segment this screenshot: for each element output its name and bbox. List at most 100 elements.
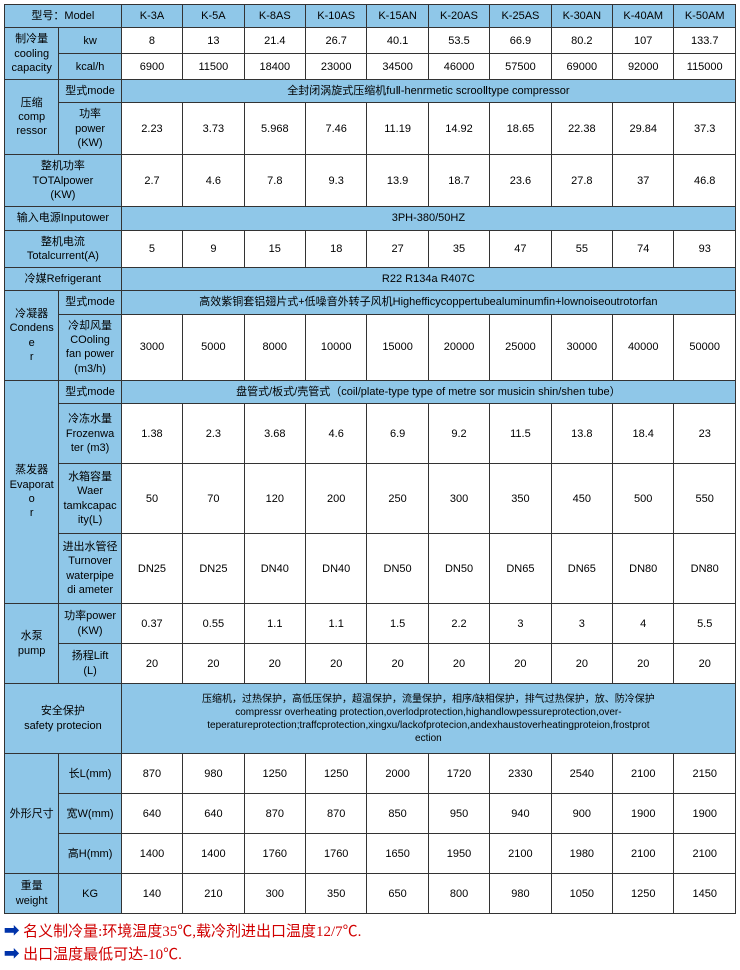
- data-cell: 50000: [674, 314, 736, 380]
- data-cell: 69000: [551, 54, 612, 80]
- data-cell: 1.1: [244, 604, 305, 644]
- data-cell: 120: [244, 464, 305, 534]
- spec-table: 型号：Model K-3A K-5A K-8AS K-10AS K-15AN K…: [4, 4, 736, 914]
- data-cell: 21.4: [244, 28, 305, 54]
- data-cell: DN25: [121, 534, 182, 604]
- data-cell: 7.8: [244, 155, 305, 207]
- model-col: K-5A: [183, 5, 244, 28]
- data-cell: 18400: [244, 54, 305, 80]
- data-cell: 210: [183, 874, 244, 914]
- pipe-dia-label: 进出水管径Turnoverwaterpipedi ameter: [59, 534, 121, 604]
- data-cell: DN25: [183, 534, 244, 604]
- data-cell: 20: [244, 644, 305, 684]
- data-cell: 27: [367, 230, 428, 268]
- data-cell: 1980: [551, 834, 612, 874]
- evap-mode: 盘管式/板式/壳管式（coil/plate-type type of metre…: [121, 380, 735, 403]
- mode-label: 型式mode: [59, 380, 121, 403]
- data-cell: DN65: [551, 534, 612, 604]
- data-cell: 2150: [674, 754, 736, 794]
- data-cell: 37.3: [674, 103, 736, 155]
- model-col: K-15AN: [367, 5, 428, 28]
- data-cell: 140: [121, 874, 182, 914]
- data-cell: 46000: [428, 54, 489, 80]
- data-cell: 34500: [367, 54, 428, 80]
- data-cell: 35: [428, 230, 489, 268]
- data-cell: 20: [183, 644, 244, 684]
- data-cell: 5.5: [674, 604, 736, 644]
- data-cell: 133.7: [674, 28, 736, 54]
- data-cell: 1400: [183, 834, 244, 874]
- data-cell: 870: [244, 794, 305, 834]
- data-cell: 2.7: [121, 155, 182, 207]
- refrigerant-value: R22 R134a R407C: [121, 268, 735, 291]
- data-cell: 550: [674, 464, 736, 534]
- footer-line-1: 名义制冷量:环境温度35℃,载冷剂进出口温度12/7℃.: [23, 920, 361, 941]
- safety-value: 压缩机，过热保护，高低压保护，超温保护，流量保护，相序/缺相保护，排气过热保护，…: [121, 684, 735, 754]
- data-cell: 980: [183, 754, 244, 794]
- data-cell: DN40: [244, 534, 305, 604]
- data-cell: 47: [490, 230, 551, 268]
- data-cell: 3: [490, 604, 551, 644]
- data-cell: 5.968: [244, 103, 305, 155]
- data-cell: 4.6: [183, 155, 244, 207]
- data-cell: 53.5: [428, 28, 489, 54]
- data-cell: 1900: [674, 794, 736, 834]
- safety-label: 安全保护safety protecion: [5, 684, 122, 754]
- data-cell: 20: [428, 644, 489, 684]
- model-col: K-50AM: [674, 5, 736, 28]
- input-power-label: 输入电源Inputower: [5, 207, 122, 230]
- data-cell: 1760: [244, 834, 305, 874]
- data-cell: 1.38: [121, 404, 182, 464]
- data-cell: 2540: [551, 754, 612, 794]
- total-power-label: 整机功率TOTAlpower(KW): [5, 155, 122, 207]
- data-cell: 0.37: [121, 604, 182, 644]
- arrow-icon: ➡: [4, 920, 19, 941]
- length-label: 长L(mm): [59, 754, 121, 794]
- data-cell: 6.9: [367, 404, 428, 464]
- lift-label: 扬程Lift(L): [59, 644, 121, 684]
- data-cell: 26.7: [306, 28, 367, 54]
- data-cell: 15: [244, 230, 305, 268]
- dimensions-label: 外形尺寸: [5, 754, 59, 874]
- data-cell: 1900: [613, 794, 674, 834]
- data-cell: 27.8: [551, 155, 612, 207]
- data-cell: 300: [428, 464, 489, 534]
- cooling-cap-label: 制冷量coolingcapacity: [5, 28, 59, 80]
- data-cell: 22.38: [551, 103, 612, 155]
- cooling-fan-label: 冷却风量COolingfan power(m3/h): [59, 314, 121, 380]
- data-cell: 57500: [490, 54, 551, 80]
- footer-notes: ➡ 名义制冷量:环境温度35℃,载冷剂进出口温度12/7℃. ➡ 出口温度最低可…: [4, 920, 736, 964]
- condenser-label: 冷凝器Condenser: [5, 291, 59, 380]
- model-col: K-40AM: [613, 5, 674, 28]
- data-cell: DN80: [674, 534, 736, 604]
- data-cell: 23.6: [490, 155, 551, 207]
- data-cell: 2100: [674, 834, 736, 874]
- data-cell: 23000: [306, 54, 367, 80]
- data-cell: 3.73: [183, 103, 244, 155]
- data-cell: 1.5: [367, 604, 428, 644]
- data-cell: 900: [551, 794, 612, 834]
- kg-label: KG: [59, 874, 121, 914]
- data-cell: 8: [121, 28, 182, 54]
- data-cell: 4.6: [306, 404, 367, 464]
- data-cell: 107: [613, 28, 674, 54]
- data-cell: 20: [674, 644, 736, 684]
- data-cell: 30000: [551, 314, 612, 380]
- data-cell: 3000: [121, 314, 182, 380]
- model-label: 型号：Model: [5, 5, 122, 28]
- data-cell: 640: [121, 794, 182, 834]
- data-cell: 1400: [121, 834, 182, 874]
- data-cell: 350: [306, 874, 367, 914]
- data-cell: DN65: [490, 534, 551, 604]
- data-cell: 2000: [367, 754, 428, 794]
- width-label: 宽W(mm): [59, 794, 121, 834]
- frozen-water-label: 冷冻水量Frozenwater (m3): [59, 404, 121, 464]
- data-cell: 450: [551, 464, 612, 534]
- power-label: 功率power(KW): [59, 103, 121, 155]
- data-cell: 2.3: [183, 404, 244, 464]
- data-cell: 50: [121, 464, 182, 534]
- data-cell: 20: [613, 644, 674, 684]
- data-cell: 13: [183, 28, 244, 54]
- data-cell: 115000: [674, 54, 736, 80]
- data-cell: 500: [613, 464, 674, 534]
